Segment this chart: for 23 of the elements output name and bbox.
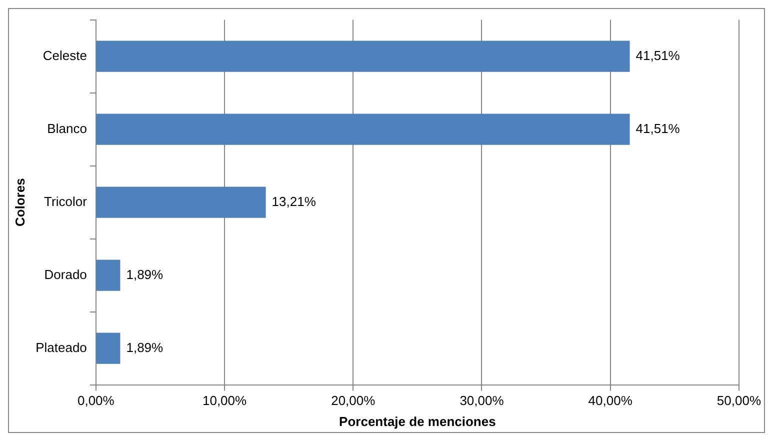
x-tick-label: 40,00% xyxy=(588,393,633,408)
data-label: 1,89% xyxy=(126,340,164,355)
y-tick-label: Blanco xyxy=(47,120,87,136)
y-axis-title: Colores xyxy=(12,178,28,227)
x-tick-label: 0,00% xyxy=(77,393,115,408)
data-label: 13,21% xyxy=(272,194,316,209)
bar xyxy=(96,260,120,291)
x-tick-label: 30,00% xyxy=(460,393,504,408)
data-label: 41,51% xyxy=(636,120,680,136)
x-tick-label: 10,00% xyxy=(202,393,248,408)
y-tick-label: Tricolor xyxy=(44,194,88,209)
x-axis-title: Porcentaje de menciones xyxy=(339,414,496,429)
bar xyxy=(96,40,630,72)
y-tick-label: Plateado xyxy=(36,340,87,355)
y-tick-label: Dorado xyxy=(44,266,87,282)
bar xyxy=(96,186,266,218)
bar xyxy=(96,114,630,145)
bar xyxy=(96,332,120,364)
y-tick-label: Celeste xyxy=(42,48,87,63)
data-label: 41,51% xyxy=(636,48,680,63)
x-tick-label: 20,00% xyxy=(331,393,376,408)
x-tick-label: 50,00% xyxy=(716,393,762,408)
data-label: 1,89% xyxy=(126,266,164,282)
